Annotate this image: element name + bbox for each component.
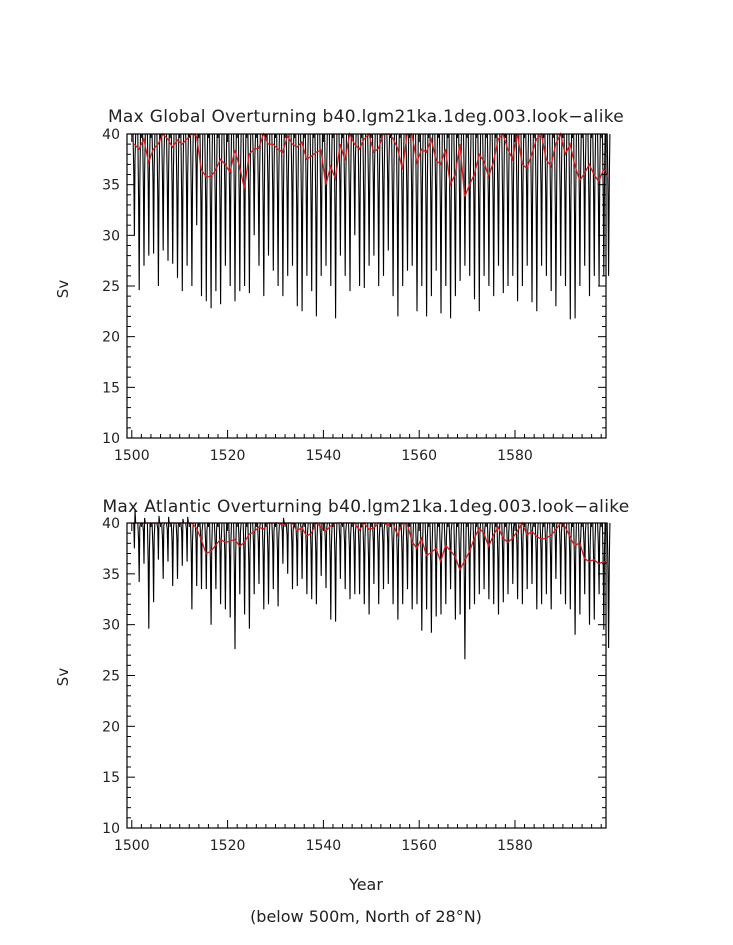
global-chart-title: Max Global Overturning b40.lgm21ka.1deg.… bbox=[108, 107, 624, 127]
atlantic-y-tick-label: 20 bbox=[102, 719, 120, 735]
global-y-tick-label: 25 bbox=[102, 279, 120, 295]
global-y-tick-label: 15 bbox=[102, 380, 120, 396]
global-y-tick-label: 10 bbox=[102, 431, 120, 447]
atlantic-y-tick-label: 25 bbox=[102, 669, 120, 685]
global-y-tick-label: 40 bbox=[102, 127, 120, 143]
footnote: (below 500m, North of 28°N) bbox=[250, 907, 482, 926]
global-monthly-line bbox=[131, 133, 611, 320]
atlantic-monthly-line bbox=[131, 510, 611, 660]
global-monthly-series bbox=[131, 133, 611, 320]
global-x-tick-label: 1560 bbox=[401, 448, 437, 464]
atlantic-annual-mean-line bbox=[134, 521, 609, 572]
global-y-tick-label: 30 bbox=[102, 228, 120, 244]
global-x-tick-label: 1500 bbox=[114, 448, 150, 464]
atlantic-y-axis-label: Sv bbox=[54, 668, 72, 687]
global-axes bbox=[126, 133, 607, 439]
atlantic-x-tick-label: 1520 bbox=[210, 838, 246, 854]
global-x-tick-label: 1540 bbox=[306, 448, 342, 464]
atlantic-y-tick-label: 10 bbox=[102, 821, 120, 837]
global-y-tick-label: 35 bbox=[102, 178, 120, 194]
atlantic-y-tick-label: 35 bbox=[102, 567, 120, 583]
global-x-tick-label: 1580 bbox=[497, 448, 533, 464]
atlantic-y-tick-label: 30 bbox=[102, 618, 120, 634]
global-annual-mean-series bbox=[133, 131, 609, 198]
atlantic-y-tick-label: 40 bbox=[102, 516, 120, 532]
atlantic-overturning-chart: Max Atlantic Overturning b40.lgm21ka.1de… bbox=[54, 497, 629, 854]
global-plot-frame bbox=[126, 133, 607, 439]
atlantic-x-tick-label: 1500 bbox=[114, 838, 150, 854]
atlantic-x-tick-label: 1580 bbox=[497, 838, 533, 854]
atlantic-axes bbox=[126, 522, 607, 829]
atlantic-annual-mean-series bbox=[134, 521, 609, 572]
global-annual-mean-line bbox=[133, 131, 609, 198]
x-axis-label: Year bbox=[348, 875, 383, 894]
atlantic-x-tick-label: 1540 bbox=[306, 838, 342, 854]
global-overturning-chart: Max Global Overturning b40.lgm21ka.1deg.… bbox=[54, 107, 624, 464]
global-x-tick-label: 1520 bbox=[210, 448, 246, 464]
global-y-tick-label: 20 bbox=[102, 330, 120, 346]
atlantic-plot-frame bbox=[126, 522, 607, 829]
atlantic-x-tick-label: 1560 bbox=[401, 838, 437, 854]
atlantic-chart-title: Max Atlantic Overturning b40.lgm21ka.1de… bbox=[102, 497, 629, 517]
atlantic-monthly-series bbox=[131, 510, 611, 660]
global-y-axis-label: Sv bbox=[54, 280, 72, 299]
atlantic-y-tick-label: 15 bbox=[102, 770, 120, 786]
